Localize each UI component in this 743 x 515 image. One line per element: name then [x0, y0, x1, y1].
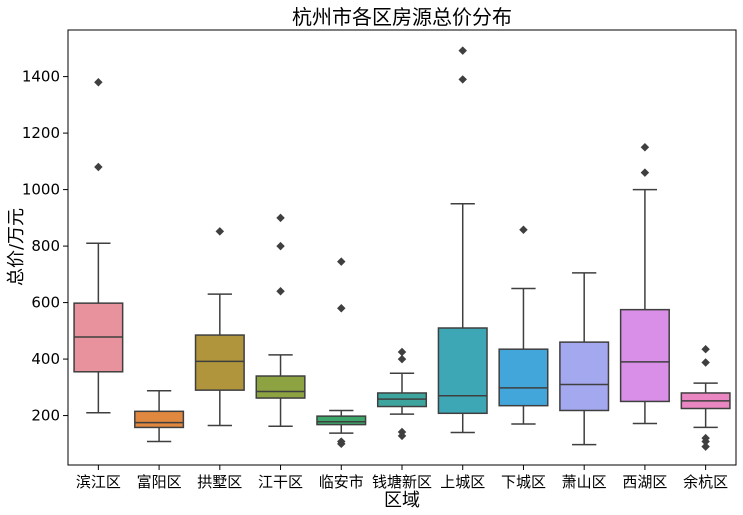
box-iqr — [194, 334, 245, 391]
y-tick-label: 800 — [31, 237, 60, 255]
box-iqr — [134, 410, 185, 429]
outlier-point — [701, 442, 710, 451]
box-group — [680, 344, 731, 451]
x-tick-label: 滨江区 — [76, 473, 121, 491]
outlier-point — [94, 162, 103, 172]
x-tick-label: 下城区 — [501, 473, 546, 491]
box-group — [619, 142, 670, 425]
y-tick-label: 200 — [31, 407, 60, 425]
y-tick-label: 1000 — [22, 181, 60, 199]
box-group — [73, 78, 124, 414]
outlier-point — [458, 46, 467, 55]
outlier-point — [640, 168, 650, 177]
y-tick-label: 600 — [31, 294, 60, 312]
outlier-point — [640, 142, 650, 152]
box-iqr — [559, 341, 610, 412]
outlier-point — [276, 241, 285, 251]
box-iqr — [619, 308, 670, 403]
x-axis: 滨江区 富阳区 拱墅区 江干区 临安市 钱塘新区 上城区 下城区 萧山区 西湖区 余杭区 — [76, 465, 728, 491]
y-tick-label: 400 — [31, 350, 60, 368]
x-tick-label: 江干区 — [258, 473, 303, 491]
x-tick-label: 上城区 — [440, 473, 485, 491]
outlier-point — [337, 303, 346, 313]
x-tick-label: 钱塘新区 — [372, 473, 432, 491]
x-tick-label: 富阳区 — [137, 473, 182, 491]
box-group — [437, 46, 488, 434]
x-tick-label: 西湖区 — [622, 473, 667, 491]
box-iqr — [316, 415, 367, 426]
box-group — [255, 213, 306, 428]
outlier-point — [276, 287, 285, 296]
y-axis-label: 总价/万元 — [6, 208, 27, 286]
outlier-point — [397, 427, 407, 437]
outlier-point — [94, 78, 103, 87]
box-group — [498, 225, 549, 425]
x-tick-label: 拱墅区 — [197, 473, 242, 491]
y-tick-label: 1400 — [22, 68, 60, 86]
box-group — [316, 257, 367, 449]
outlier-point — [276, 213, 285, 223]
outlier-point — [701, 344, 710, 354]
x-tick-label: 临安市 — [319, 473, 364, 491]
box-group — [134, 389, 185, 443]
outlier-point — [519, 225, 528, 234]
outlier-point — [337, 437, 346, 446]
y-tick-label: 1200 — [22, 124, 60, 142]
outlier-point — [397, 347, 407, 357]
box-group — [559, 272, 610, 446]
outlier-point — [397, 354, 407, 364]
x-tick-label: 余杭区 — [683, 473, 728, 491]
boxes-layer — [73, 46, 731, 451]
outlier-point — [215, 227, 225, 236]
outlier-point — [701, 433, 710, 443]
x-tick-label: 萧山区 — [562, 473, 607, 491]
x-axis-label: 区域 — [384, 490, 420, 511]
outlier-point — [458, 75, 467, 84]
chart-title: 杭州市各区房源总价分布 — [292, 5, 512, 29]
box-group — [376, 347, 428, 441]
box-iqr — [437, 327, 488, 415]
outlier-point — [337, 257, 346, 266]
outlier-point — [701, 358, 710, 367]
box-iqr — [498, 348, 549, 407]
box-iqr — [255, 375, 306, 399]
y-axis: 200 400 600 800 1000 1200 1400 — [22, 68, 68, 425]
box-group — [194, 227, 245, 427]
